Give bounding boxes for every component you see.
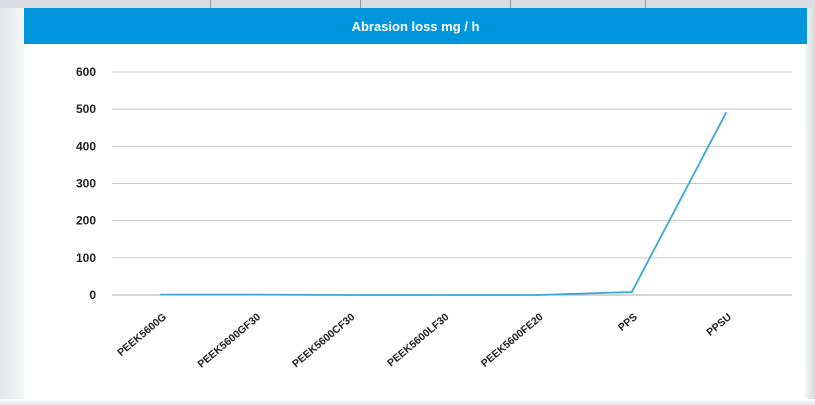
- chart-area: 0 100 200 300 400 500 600 PEEK5600G PEEK5600GF3…: [24, 44, 807, 399]
- x-tick-label: PPS: [616, 311, 640, 334]
- data-point: [254, 293, 257, 296]
- series-line: [161, 112, 727, 296]
- column-divider: [360, 0, 361, 8]
- column-divider: [510, 0, 511, 8]
- y-tick-label: 100: [76, 251, 96, 265]
- data-point: [725, 111, 727, 114]
- data-point: [536, 294, 539, 296]
- x-tick-label: PEEK5600GF30: [195, 311, 263, 371]
- x-tick-label: PEEK5600CF30: [290, 311, 357, 370]
- x-tick-label: PPSU: [704, 311, 734, 339]
- page-bottom-shading: [0, 399, 815, 405]
- x-tick-label: PEEK5600LF30: [385, 311, 451, 369]
- column-divider: [210, 0, 211, 8]
- data-point: [348, 294, 351, 296]
- data-point: [160, 293, 162, 296]
- line-chart: 0 100 200 300 400 500 600 PEEK5600G PEEK5600GF3…: [76, 65, 792, 371]
- y-tick-label: 500: [76, 102, 96, 116]
- y-tick-label: 200: [76, 214, 96, 228]
- x-tick-label: PEEK5600FE20: [479, 311, 546, 370]
- y-tick-label: 400: [76, 139, 96, 153]
- chart-title: Abrasion loss mg / h: [24, 8, 807, 44]
- page-left-shading: [0, 0, 24, 405]
- y-tick-label: 300: [76, 177, 96, 191]
- column-divider: [645, 0, 646, 8]
- grid-lines: [112, 71, 792, 296]
- x-axis-ticks: PEEK5600G PEEK5600GF30 PEEK5600CF30 PEEK560…: [115, 311, 734, 371]
- data-point: [630, 291, 633, 293]
- y-axis-ticks: 0 100 200 300 400 500 600: [76, 65, 96, 302]
- table-top-strip: [0, 0, 815, 8]
- x-tick-label: PEEK5600G: [115, 311, 169, 359]
- data-point: [442, 294, 445, 296]
- y-tick-label: 600: [76, 65, 96, 79]
- series-layer: [160, 111, 727, 296]
- y-tick-label: 0: [89, 288, 96, 302]
- page-right-shading: [805, 0, 815, 405]
